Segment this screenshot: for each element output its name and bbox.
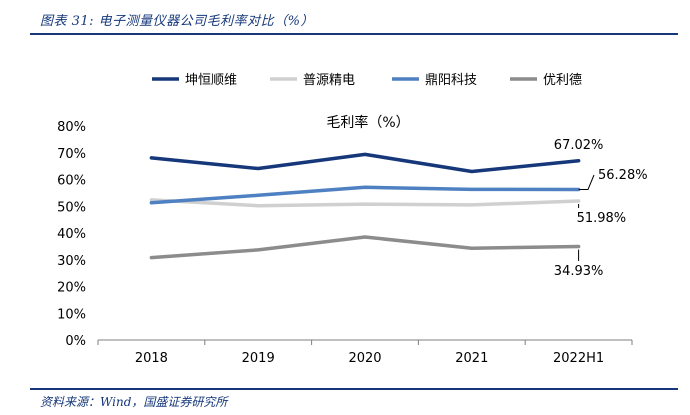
chart-title: 毛利率（%） <box>326 114 409 131</box>
figure-title: 图表 31: 电子测量仪器公司毛利率对比（%） <box>40 14 315 29</box>
x-tick-label: 2022H1 <box>553 351 604 366</box>
source-rule <box>30 388 678 390</box>
end-value-label: 56.28% <box>598 168 648 183</box>
y-tick-label: 30% <box>57 254 86 269</box>
end-value-label: 67.02% <box>554 138 604 153</box>
y-tick-label: 20% <box>57 281 86 296</box>
title-rule <box>30 33 678 35</box>
x-axis: 2018 2019 2020 2021 2022H1 <box>97 339 633 366</box>
y-tick-label: 40% <box>57 227 86 242</box>
series-line-3 <box>149 185 581 205</box>
x-tick-label: 2020 <box>348 351 381 366</box>
end-value-label: 34.93% <box>554 264 604 279</box>
series-line-4 <box>149 235 581 260</box>
end-labels: 67.02% 51.98% 56.28% 34.93% <box>554 138 648 279</box>
x-tick-label: 2018 <box>135 351 168 366</box>
legend-label: 普源精电 <box>303 73 355 88</box>
y-tick-label: 80% <box>57 120 86 135</box>
y-tick-label: 50% <box>57 200 86 215</box>
figure-source: 资料来源：Wind，国盛证券研究所 <box>40 395 228 409</box>
x-tick-label: 2021 <box>455 351 488 366</box>
legend-label: 鼎阳科技 <box>425 73 477 88</box>
x-tick-label: 2019 <box>242 351 275 366</box>
y-tick-label: 60% <box>57 174 86 189</box>
series-line-1 <box>149 152 581 174</box>
margin-line-chart: 坤恒顺维 普源精电 鼎阳科技 优利德 毛利率（%） 0% 10% 20% 30% 40% 50%… <box>57 73 648 366</box>
end-label-leader <box>578 174 595 190</box>
series-lines <box>149 152 581 260</box>
legend-label: 坤恒顺维 <box>185 73 237 88</box>
chart-legend: 坤恒顺维 普源精电 鼎阳科技 优利德 <box>152 73 582 88</box>
series-line-2 <box>149 198 581 208</box>
y-axis: 0% 10% 20% 30% 40% 50% 60% 70% 80% <box>57 120 86 349</box>
legend-label: 优利德 <box>543 73 582 88</box>
end-value-label: 51.98% <box>577 211 627 226</box>
y-tick-label: 0% <box>65 334 86 349</box>
y-tick-label: 10% <box>57 307 86 322</box>
y-tick-label: 70% <box>57 147 86 162</box>
